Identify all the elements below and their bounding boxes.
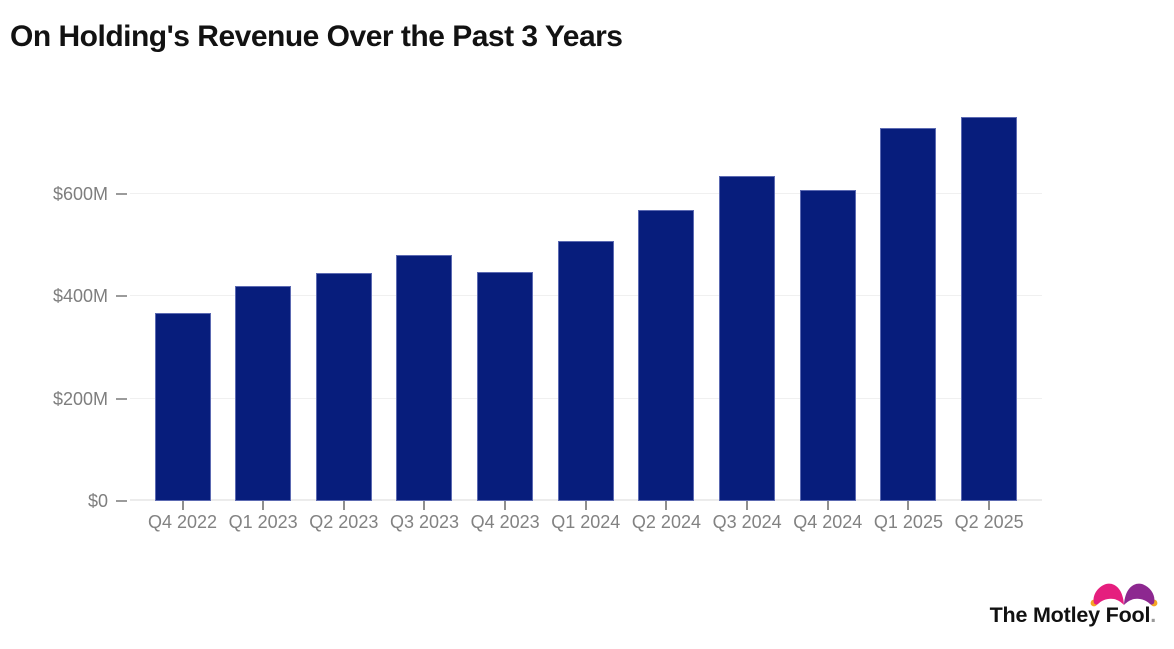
plot-area: $0 $200M $400M $600M Q4 2022 Q1 2023 Q2 2023 Q3… xyxy=(53,91,1042,532)
bar-q1-2024 xyxy=(557,241,614,501)
x-axis-label-q4-2023: Q4 2023 xyxy=(470,512,540,532)
x-axis-label-q1-2024: Q1 2024 xyxy=(551,512,621,532)
x-axis-tick-q1-2025 xyxy=(907,501,910,510)
y-axis-tick xyxy=(116,192,127,195)
x-axis-label-q2-2023: Q2 2023 xyxy=(309,512,379,532)
bar-q3-2023 xyxy=(396,255,453,501)
bar-q1-2025 xyxy=(880,128,937,501)
y-axis-tick xyxy=(116,295,127,297)
bar-q2-2025 xyxy=(961,117,1018,501)
y-axis-tick xyxy=(116,397,127,400)
logo-text: The Motley Fool. xyxy=(989,603,1157,628)
y-axis-label: $0 xyxy=(87,491,108,511)
x-axis-label-q2-2024: Q2 2024 xyxy=(631,512,701,532)
x-axis-tick-q3-2023 xyxy=(423,501,426,510)
x-axis-label-q4-2024: Q4 2024 xyxy=(793,512,863,532)
x-axis-tick-q4-2024 xyxy=(826,501,829,510)
bar-q2-2023 xyxy=(315,273,372,501)
y-axis-label: $200M xyxy=(52,388,108,409)
bar-q1-2023 xyxy=(235,286,292,501)
bar-q3-2024 xyxy=(719,176,776,501)
x-axis-tick-q1-2023 xyxy=(262,501,265,510)
y-axis-label: $400M xyxy=(52,286,108,306)
x-axis-tick-q4-2023 xyxy=(504,501,507,510)
bar-q4-2024 xyxy=(799,190,856,501)
x-axis-label-q3-2023: Q3 2023 xyxy=(389,512,459,532)
jester-hat-icon xyxy=(1090,583,1158,607)
x-axis-label-q1-2025: Q1 2025 xyxy=(873,512,943,532)
x-axis-tick-q3-2024 xyxy=(746,501,749,510)
logo-period: . xyxy=(1150,603,1156,627)
y-axis-label: $600M xyxy=(52,183,108,204)
bar-q2-2024 xyxy=(638,210,695,501)
x-axis-tick-q2-2025 xyxy=(988,501,991,510)
x-axis-tick-q2-2023 xyxy=(342,501,345,510)
y-axis-tick xyxy=(116,500,127,502)
x-axis-tick-q1-2024 xyxy=(584,501,587,510)
x-axis-tick-q2-2024 xyxy=(665,501,668,510)
logo-text-main: The Motley Fool xyxy=(989,603,1151,627)
gridline-$600M xyxy=(130,192,1042,194)
x-axis-label-q1-2023: Q1 2023 xyxy=(228,512,298,532)
chart-title: On Holding's Revenue Over the Past 3 Yea… xyxy=(10,20,623,53)
bar-q4-2022 xyxy=(154,313,211,501)
motley-fool-logo: The Motley Fool. xyxy=(986,582,1158,630)
x-axis-tick-q4-2022 xyxy=(181,501,184,510)
bar-q4-2023 xyxy=(477,272,534,501)
x-axis-label-q3-2024: Q3 2024 xyxy=(712,512,782,532)
x-axis-label-q2-2025: Q2 2025 xyxy=(954,512,1024,532)
x-axis-label-q4-2022: Q4 2022 xyxy=(147,512,218,532)
